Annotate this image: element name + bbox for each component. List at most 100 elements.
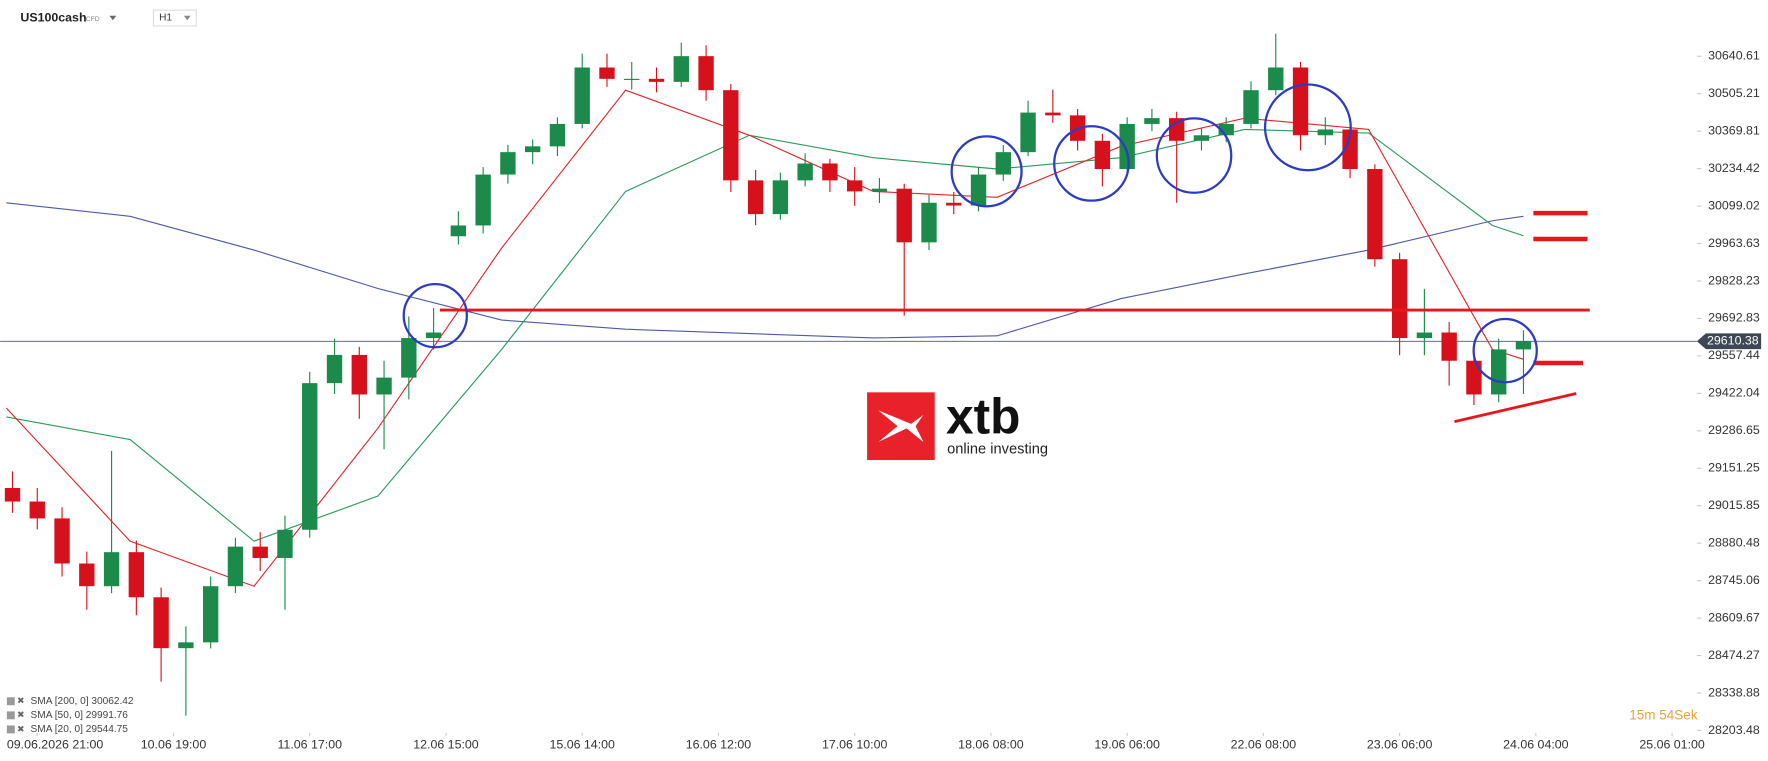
- y-tick-label: 29015.85: [1708, 498, 1760, 512]
- candle-body: [153, 597, 169, 649]
- candle-body: [103, 552, 120, 587]
- dropdown-arrow[interactable]: [109, 15, 117, 21]
- candle-body: [425, 332, 442, 339]
- x-tick-label: 09.06.2026 21:00: [7, 737, 104, 751]
- trend-line: [1454, 392, 1577, 424]
- candle-body: [202, 586, 219, 643]
- legend-close: ✖: [17, 710, 25, 720]
- y-tick-label: 30640.61: [1708, 49, 1760, 63]
- x-tick-label: 16.06 12:00: [686, 737, 752, 751]
- y-tick-label: 28880.48: [1708, 535, 1760, 549]
- header: US100cash CFD H1: [20, 9, 197, 27]
- x-tick-label: 23.06 06:00: [1367, 737, 1433, 751]
- candle-body: [648, 78, 665, 82]
- legend-icon: [6, 725, 15, 734]
- y-tick-label: 29422.04: [1708, 386, 1760, 400]
- candle-body: [549, 123, 566, 147]
- highlight-circle: [402, 282, 468, 349]
- candle-body: [921, 202, 937, 243]
- last-price-tag: [1696, 333, 1762, 350]
- highlight-circle: [1263, 83, 1352, 172]
- candle-body: [673, 56, 689, 82]
- candle-body: [450, 225, 467, 237]
- candle-body: [723, 90, 739, 181]
- y-tick-label: 29692.83: [1708, 311, 1760, 325]
- candle-body: [1094, 140, 1111, 170]
- candle-body: [1193, 135, 1210, 141]
- y-tick-label: 28338.88: [1708, 685, 1760, 699]
- legend-entry: SMA [200, 0] 30062.42: [31, 696, 134, 707]
- candle-body: [1317, 129, 1333, 136]
- candle-body: [1491, 349, 1507, 395]
- candle-layer: [4, 33, 1532, 716]
- y-tick-label: 29151.25: [1708, 461, 1760, 475]
- y-tick-label: 30505.21: [1708, 86, 1760, 100]
- candle-body: [896, 188, 912, 243]
- legend-close: ✖: [17, 724, 25, 734]
- candle-body: [54, 518, 70, 564]
- x-tick-label: 10.06 19:00: [141, 737, 207, 751]
- candle-body: [574, 67, 590, 124]
- x-tick-label: 19.06 06:00: [1094, 737, 1160, 751]
- highlight-circle: [1472, 317, 1538, 384]
- candle-body: [4, 487, 21, 502]
- candle-body: [252, 546, 268, 558]
- y-tick-label: 29286.65: [1708, 423, 1760, 437]
- brand: xtb: [946, 389, 1020, 445]
- y-tick-label: 28203.48: [1708, 723, 1760, 737]
- candle-body: [747, 180, 764, 215]
- logo-mark: [878, 410, 924, 442]
- legend-entry: SMA [50, 0] 29991.76: [31, 710, 129, 721]
- candle-body: [1243, 90, 1259, 124]
- candle-body: [772, 180, 789, 215]
- candle-body: [698, 56, 714, 91]
- candle-body: [995, 152, 1011, 175]
- y-tick-label: 28474.27: [1708, 648, 1760, 662]
- y-tick-label: 28745.06: [1708, 573, 1760, 587]
- candle-body: [1515, 341, 1532, 350]
- candle-body: [29, 501, 45, 519]
- candle-body: [1218, 123, 1234, 136]
- tagline: online investing: [947, 442, 1048, 458]
- candle-body: [376, 377, 392, 395]
- highlight-circle: [950, 135, 1023, 208]
- y-tick-label: 28609.67: [1708, 610, 1760, 624]
- candle-body: [178, 642, 194, 649]
- candle-body: [1292, 67, 1309, 136]
- candle-body: [227, 546, 244, 587]
- candle-body: [524, 146, 541, 153]
- symbol[interactable]: US100cash: [20, 10, 86, 24]
- interval[interactable]: H1: [159, 13, 172, 24]
- candle-body: [847, 180, 863, 192]
- watermark: xtb online investing: [867, 389, 1048, 460]
- last-price-label: 29610.38: [1707, 334, 1759, 348]
- x-tick-label: 24.06 04:00: [1503, 737, 1569, 751]
- candle-body: [1020, 112, 1036, 153]
- y-tick-label: 30234.42: [1708, 161, 1760, 175]
- candle-body: [326, 354, 343, 384]
- y-tick-label: 30369.81: [1708, 123, 1760, 137]
- candle-body: [475, 174, 491, 226]
- candle-body: [1391, 259, 1408, 339]
- candle-body: [1268, 67, 1284, 91]
- y-tick-label: 30099.02: [1708, 198, 1760, 212]
- candle-body: [500, 152, 516, 175]
- x-tick-label: 22.06 08:00: [1231, 737, 1297, 751]
- drawings: [402, 83, 1590, 424]
- candle-body: [946, 202, 962, 206]
- candle-body: [1466, 360, 1482, 395]
- dropdown-arrow[interactable]: [183, 15, 191, 21]
- x-tick-label: 25.06 01:00: [1639, 737, 1705, 751]
- candle-body: [1367, 169, 1383, 260]
- candle-body: [1144, 118, 1160, 124]
- candle-body: [302, 383, 318, 530]
- candle-body: [79, 563, 95, 587]
- countdown: 15m 54Sek: [1629, 707, 1698, 722]
- candle-body: [128, 552, 145, 598]
- candle-body: [277, 529, 293, 558]
- y-tick-label: 29557.44: [1708, 348, 1760, 362]
- x-tick-label: 11.06 17:00: [277, 737, 342, 751]
- legend-entry: SMA [20, 0] 29544.75: [31, 724, 129, 735]
- interval-select[interactable]: [152, 9, 197, 27]
